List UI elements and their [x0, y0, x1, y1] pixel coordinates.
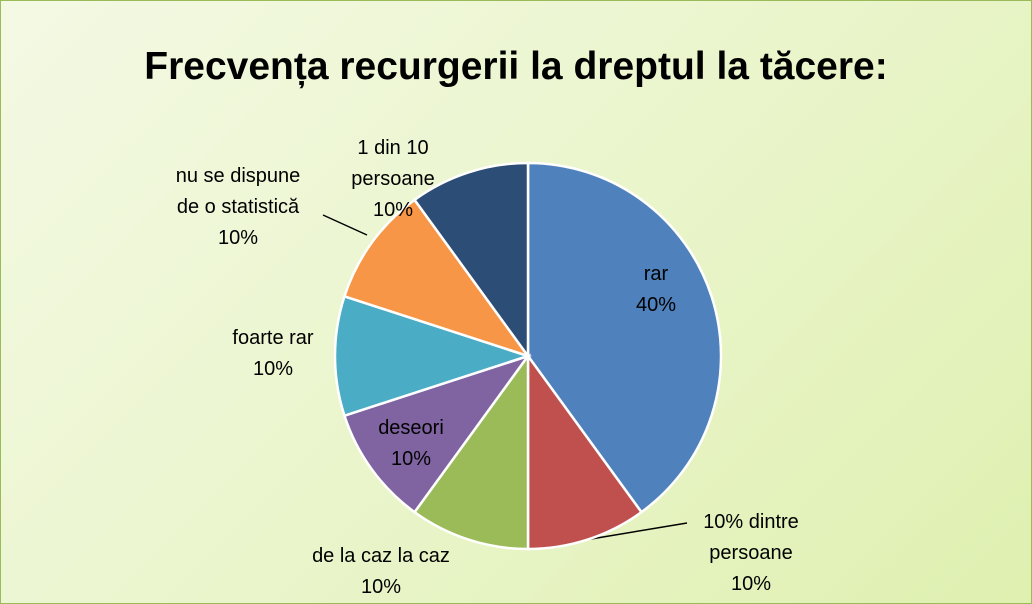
slice-label: nu se dispune de o statistică 10% [176, 161, 301, 254]
category-label: rar [643, 263, 669, 285]
leader-line [322, 214, 368, 236]
value-label: 40% [635, 294, 677, 316]
value-label: 10% [730, 573, 772, 595]
value-label: 10% [252, 358, 294, 380]
pie-slice [412, 352, 530, 551]
category-label: 10% dintre persoane [703, 511, 799, 564]
pie-slice [342, 353, 532, 514]
value-label: 10% [360, 576, 402, 598]
category-label: foarte rar [232, 327, 314, 349]
value-label: 10% [390, 448, 432, 470]
slice-label: de la caz la caz 10% [271, 541, 491, 603]
slice-label: 1 din 10 persoane 10% [336, 133, 451, 226]
value-label: 10% [372, 199, 414, 221]
chart-title: Frecvența recurgerii la dreptul la tăcer… [144, 45, 888, 88]
slice-label: 10% dintre persoane 10% [681, 507, 821, 600]
slice-label: foarte rar 10% [203, 323, 343, 385]
leader-line [590, 522, 688, 540]
category-label: de la caz la caz [312, 545, 450, 567]
slice-label: rar 40% [616, 259, 696, 321]
pie-slice [526, 352, 644, 551]
pie-slice [412, 161, 530, 360]
pie-slice [342, 198, 532, 359]
slice-label: deseori 10% [356, 413, 466, 475]
pie-slice [526, 161, 723, 514]
pie-slice [333, 294, 533, 418]
category-label: deseori [378, 417, 444, 439]
value-label: 10% [217, 227, 259, 249]
category-label: nu se dispune de o statistică [175, 165, 301, 218]
category-label: 1 din 10 persoane [351, 137, 435, 190]
